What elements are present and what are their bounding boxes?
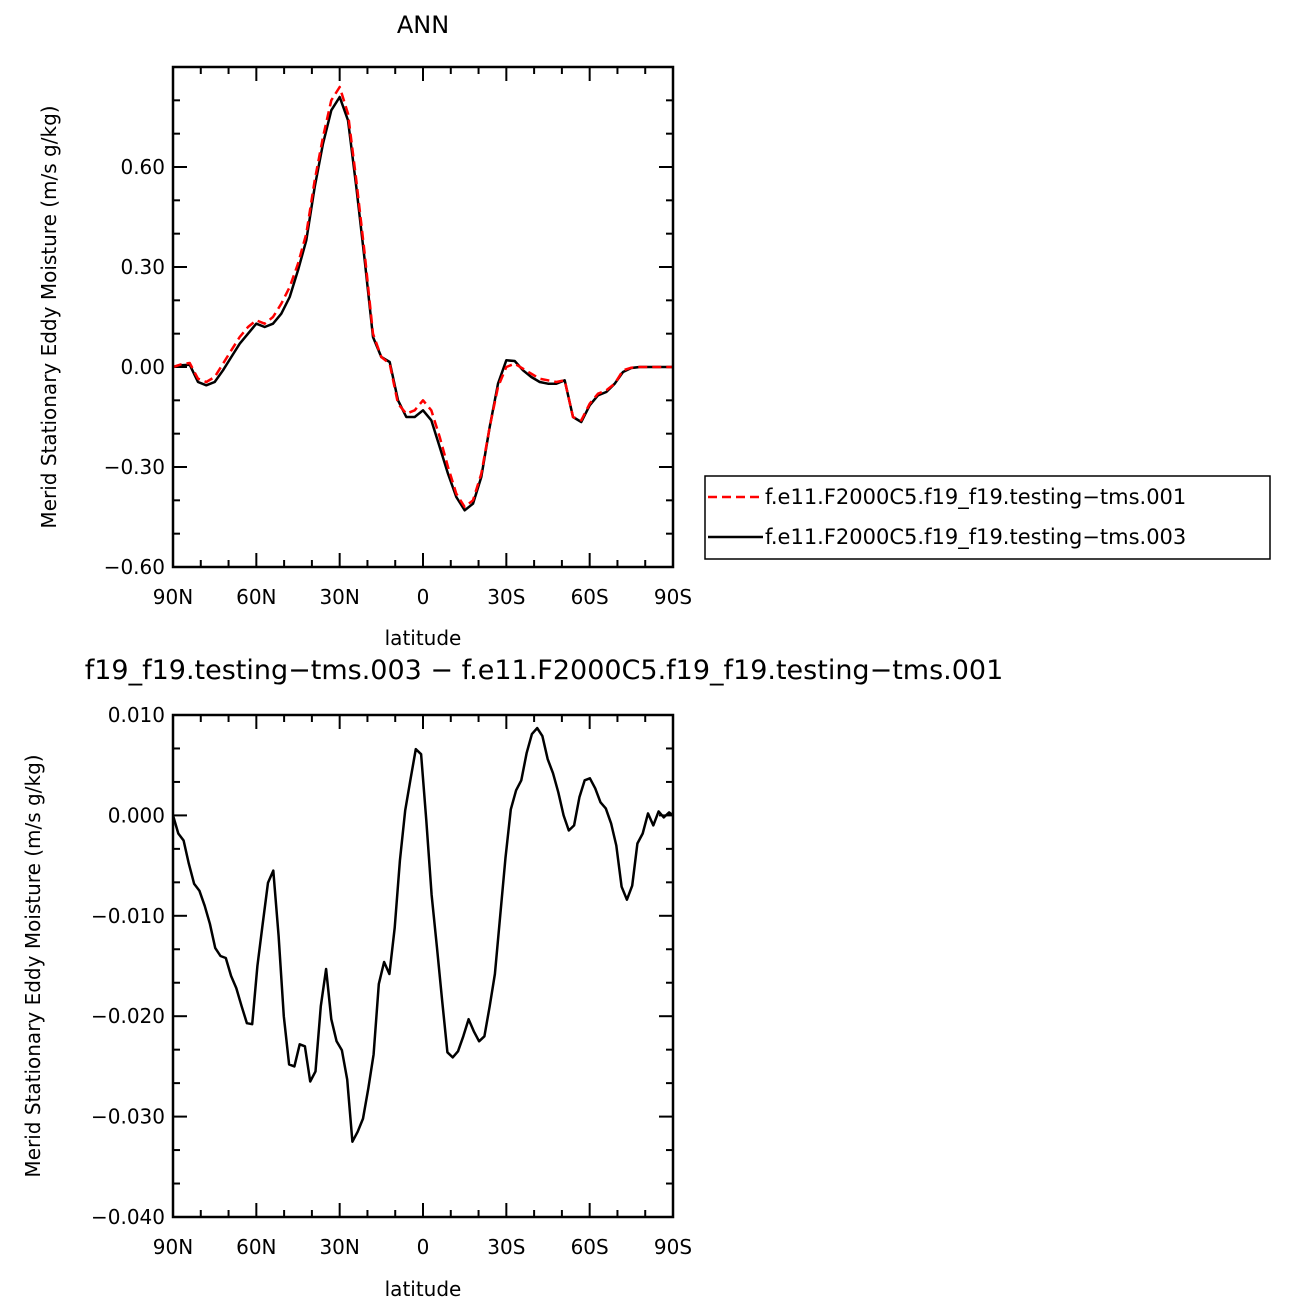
y-tick-label: −0.020 (91, 1004, 165, 1028)
y-tick-label: 0.000 (108, 803, 165, 827)
bottom-panel-y-tick-labels: −0.040 −0.030 −0.020 −0.010 0.000 0.010 (91, 703, 165, 1229)
top-panel-x-tick-labels: 90N 60N 30N 0 30S 60S 90S (153, 585, 692, 609)
y-tick-label: 0.60 (120, 155, 165, 179)
y-tick-label: 0.010 (108, 703, 165, 727)
x-tick-label: 0 (417, 585, 430, 609)
x-tick-label: 90N (153, 1235, 193, 1259)
x-tick-label: 30S (487, 1235, 525, 1259)
x-tick-label: 60N (236, 585, 276, 609)
top-panel-title: ANN (397, 11, 449, 39)
bottom-panel-x-tick-labels: 90N 60N 30N 0 30S 60S 90S (153, 1235, 692, 1259)
top-panel: ANN 90N 60N 30N 0 30S 60S 90S −0.60 −0.30 0.00 0.… (37, 11, 692, 650)
top-panel-series-lines (173, 85, 673, 512)
y-tick-label: 0.30 (120, 255, 165, 279)
top-panel-ticks (172, 66, 674, 568)
legend-label-series-001: f.e11.F2000C5.f19_f19.testing−tms.001 (765, 485, 1186, 510)
bottom-panel-y-axis-label: Merid Stationary Eddy Moisture (m/s g/kg… (21, 754, 45, 1177)
x-tick-label: 90S (654, 585, 692, 609)
x-tick-label: 30N (319, 1235, 359, 1259)
y-tick-label: −0.010 (91, 904, 165, 928)
bottom-panel-x-axis-label: latitude (385, 1277, 462, 1301)
x-tick-label: 0 (417, 1235, 430, 1259)
y-tick-label: −0.030 (91, 1105, 165, 1129)
bottom-panel-title: f19_f19.testing−tms.003 − f.e11.F2000C5.… (85, 655, 1004, 686)
y-tick-label: −0.040 (91, 1205, 165, 1229)
bottom-panel-plot-frame (171, 713, 675, 1219)
x-tick-label: 90N (153, 585, 193, 609)
legend-label-series-003: f.e11.F2000C5.f19_f19.testing−tms.003 (765, 525, 1186, 550)
bottom-panel: f19_f19.testing−tms.003 − f.e11.F2000C5.… (21, 655, 1003, 1301)
y-tick-label: −0.60 (104, 555, 165, 579)
x-tick-label: 90S (654, 1235, 692, 1259)
x-tick-label: 30N (319, 585, 359, 609)
series-line-1 (173, 95, 673, 512)
top-panel-plot-frame (171, 65, 675, 569)
series-line-0 (173, 726, 673, 1143)
bottom-panel-series-lines (173, 726, 673, 1143)
x-tick-label: 60S (571, 1235, 609, 1259)
top-panel-y-tick-labels: −0.60 −0.30 0.00 0.30 0.60 (104, 155, 165, 579)
series-line-0 (173, 85, 673, 509)
legend: f.e11.F2000C5.f19_f19.testing−tms.001 f.… (704, 475, 1271, 560)
x-tick-label: 60S (571, 585, 609, 609)
x-tick-label: 30S (487, 585, 525, 609)
legend-box (704, 475, 1271, 560)
y-tick-label: −0.30 (104, 455, 165, 479)
x-tick-label: 60N (236, 1235, 276, 1259)
y-tick-label: 0.00 (120, 355, 165, 379)
top-panel-x-axis-label: latitude (385, 626, 462, 650)
top-panel-y-axis-label: Merid Stationary Eddy Moisture (m/s g/kg… (37, 105, 61, 528)
